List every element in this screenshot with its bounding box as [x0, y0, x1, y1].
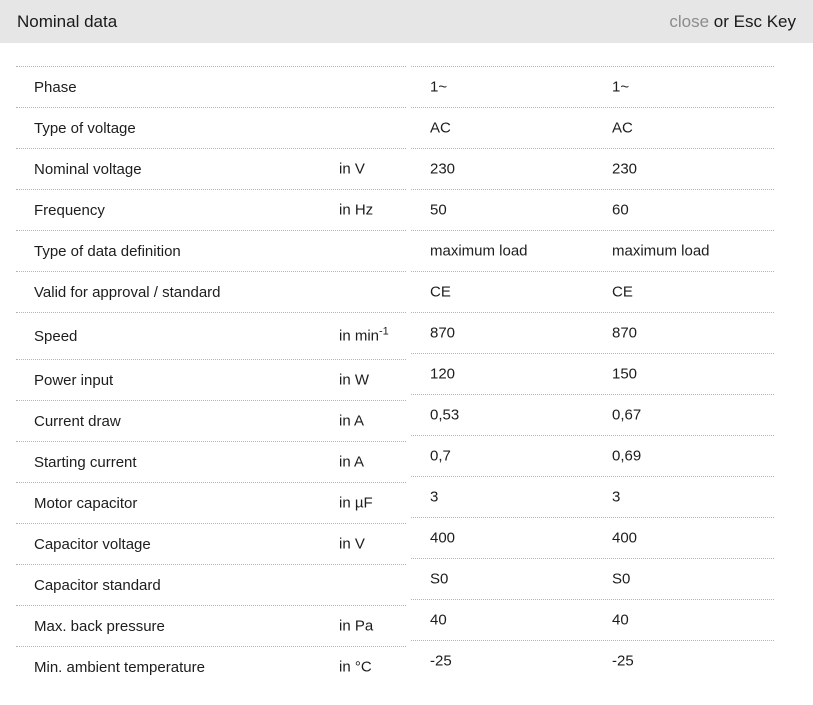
row-unit: in A: [339, 453, 365, 471]
close-link[interactable]: close: [669, 11, 710, 31]
row-unit: in Pa: [339, 617, 374, 635]
row-value-2: 0,67: [612, 406, 642, 424]
row-label: Type of voltage: [34, 119, 136, 137]
close-control: close or Esc Key: [669, 12, 796, 32]
row-value-1: 0,7: [430, 447, 451, 465]
row-unit: in °C: [339, 658, 372, 676]
table-row: Valid for approval / standard: [16, 272, 406, 313]
row-value-2: 870: [612, 324, 638, 342]
row-label: Starting current: [34, 453, 137, 471]
row-value-2: maximum load: [612, 242, 710, 260]
table-row: 230 230: [411, 149, 774, 190]
table-row: -25 -25: [411, 641, 774, 681]
row-value-1: S0: [430, 570, 449, 588]
row-unit: in µF: [339, 494, 373, 512]
row-value-1: 870: [430, 324, 456, 342]
row-value-1: 0,53: [430, 406, 460, 424]
row-unit: in min-1: [339, 325, 389, 345]
table-row: 870 870: [411, 313, 774, 354]
row-value-1: 120: [430, 365, 456, 383]
table-row: S0 S0: [411, 559, 774, 600]
row-label: Phase: [34, 78, 77, 96]
row-value-1: 3: [430, 488, 439, 506]
table-row: AC AC: [411, 108, 774, 149]
row-unit: in Hz: [339, 201, 374, 219]
row-value-1: 400: [430, 529, 456, 547]
row-value-1: CE: [430, 283, 451, 301]
table-row: 120 150: [411, 354, 774, 395]
row-value-1: 50: [430, 201, 447, 219]
row-value-1: 40: [430, 611, 447, 629]
row-value-2: 230: [612, 160, 638, 178]
row-value-2: 0,69: [612, 447, 642, 465]
spec-table-values: 1~ 1~ AC AC 230 230 50 60 maximum load m…: [411, 66, 774, 681]
table-row: CE CE: [411, 272, 774, 313]
row-label: Frequency: [34, 201, 105, 219]
table-row: 0,7 0,69: [411, 436, 774, 477]
row-label: Power input: [34, 371, 114, 389]
table-row: Phase: [16, 67, 406, 108]
row-label: Valid for approval / standard: [34, 283, 221, 301]
row-unit: in V: [339, 160, 365, 178]
table-row: 40 40: [411, 600, 774, 641]
row-label: Max. back pressure: [34, 617, 165, 635]
table-row: Starting current in A: [16, 442, 406, 483]
table-row: Capacitor voltage in V: [16, 524, 406, 565]
row-value-2: 150: [612, 365, 638, 383]
table-row: Speed in min-1: [16, 313, 406, 360]
table-row: Type of voltage: [16, 108, 406, 149]
row-label: Nominal voltage: [34, 160, 142, 178]
row-unit: in V: [339, 535, 365, 553]
row-label: Min. ambient temperature: [34, 658, 205, 676]
row-value-1: AC: [430, 119, 451, 137]
row-value-2: 60: [612, 201, 629, 219]
table-row: Capacitor standard: [16, 565, 406, 606]
table-row: Frequency in Hz: [16, 190, 406, 231]
row-label: Capacitor voltage: [34, 535, 151, 553]
table-row: 1~ 1~: [411, 67, 774, 108]
table-row: 50 60: [411, 190, 774, 231]
row-label: Speed: [34, 327, 78, 345]
table-row: maximum load maximum load: [411, 231, 774, 272]
row-value-2: -25: [612, 652, 634, 670]
esc-key-hint: or Esc Key: [709, 11, 796, 31]
row-value-2: 400: [612, 529, 638, 547]
row-unit: in A: [339, 412, 365, 430]
row-label: Motor capacitor: [34, 494, 138, 512]
row-value-2: CE: [612, 283, 633, 301]
row-value-1: -25: [430, 652, 452, 670]
table-row: Min. ambient temperature in °C: [16, 647, 406, 687]
table-row: 400 400: [411, 518, 774, 559]
table-row: 3 3: [411, 477, 774, 518]
row-value-2: S0: [612, 570, 631, 588]
page-title: Nominal data: [17, 11, 118, 31]
table-row: 0,53 0,67: [411, 395, 774, 436]
row-value-2: 3: [612, 488, 621, 506]
row-label: Capacitor standard: [34, 576, 161, 594]
table-row: Nominal voltage in V: [16, 149, 406, 190]
row-value-1: 1~: [430, 78, 448, 96]
table-row: Current draw in A: [16, 401, 406, 442]
row-value-2: 40: [612, 611, 629, 629]
table-row: Max. back pressure in Pa: [16, 606, 406, 647]
row-value-2: 1~: [612, 78, 630, 96]
table-row: Motor capacitor in µF: [16, 483, 406, 524]
row-label: Current draw: [34, 412, 121, 430]
table-row: Type of data definition: [16, 231, 406, 272]
row-value-2: AC: [612, 119, 633, 137]
row-value-1: maximum load: [430, 242, 528, 260]
table-row: Power input in W: [16, 360, 406, 401]
row-unit: in W: [339, 371, 369, 389]
row-value-1: 230: [430, 160, 456, 178]
spec-table-labels: Phase Type of voltage Nominal voltage in…: [16, 66, 406, 687]
dialog-header: Nominal data close or Esc Key: [0, 0, 813, 43]
row-label: Type of data definition: [34, 242, 181, 260]
